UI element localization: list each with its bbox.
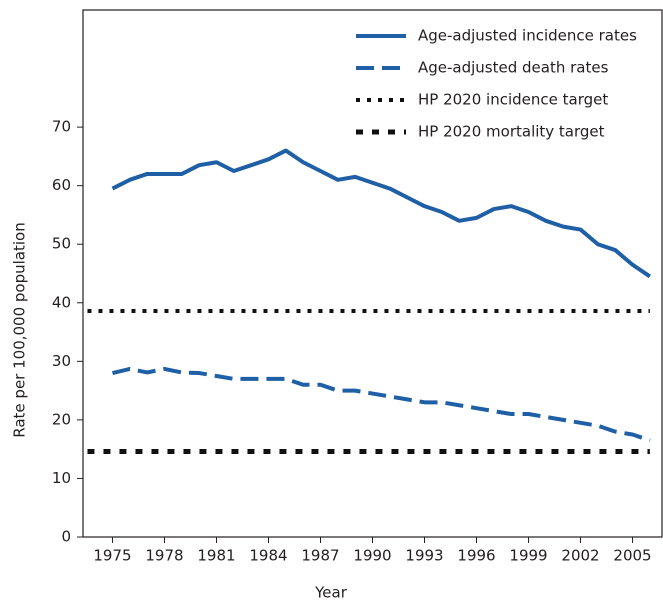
y-tick-label: 20	[52, 410, 71, 428]
y-tick-label: 70	[52, 118, 71, 136]
x-axis-label: Year	[314, 584, 348, 602]
y-axis-label: Rate per 100,000 population	[11, 222, 29, 437]
x-tick-label: 1993	[405, 547, 443, 565]
x-tick-label: 2002	[561, 547, 599, 565]
x-tick-label: 2005	[613, 547, 651, 565]
y-tick-label: 30	[52, 352, 71, 370]
x-tick-label: 1996	[457, 547, 495, 565]
y-tick-label: 60	[52, 176, 71, 194]
y-tick-label: 50	[52, 235, 71, 253]
x-tick-label: 1990	[353, 547, 391, 565]
legend-label: Age-adjusted death rates	[418, 59, 609, 77]
x-tick-label: 1984	[249, 547, 287, 565]
x-tick-label: 1978	[145, 547, 183, 565]
plot-frame	[82, 9, 663, 538]
y-tick-label: 0	[61, 528, 71, 546]
legend-label: HP 2020 incidence target	[418, 91, 608, 109]
y-tick-label: 10	[52, 469, 71, 487]
legend-label: HP 2020 mortality target	[418, 123, 605, 141]
legend-label: Age-adjusted incidence rates	[418, 27, 637, 45]
data-line	[111, 148, 651, 279]
y-tick-label: 40	[52, 293, 71, 311]
x-tick-label: 1975	[93, 547, 131, 565]
x-tick-label: 1999	[509, 547, 547, 565]
x-tick-label: 1987	[301, 547, 339, 565]
data-line	[112, 366, 651, 443]
x-tick-label: 1981	[197, 547, 235, 565]
